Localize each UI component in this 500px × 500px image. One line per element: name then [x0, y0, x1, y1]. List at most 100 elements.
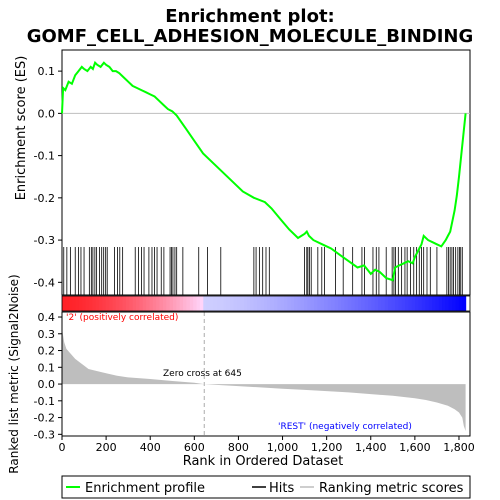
rm-y-tick-label: 0.0 [38, 378, 56, 391]
heat-cell [331, 296, 336, 311]
rm-y-tick-label: 0.1 [38, 361, 56, 374]
heat-bar-frame [61, 295, 471, 312]
heat-cell [307, 296, 312, 311]
rm-y-tick-label: -0.1 [34, 395, 55, 408]
heat-cell [236, 296, 241, 311]
heat-cell [290, 296, 295, 311]
heat-cell [458, 296, 463, 311]
heat-cell [304, 296, 309, 311]
rm-y-tick-label: -0.3 [34, 428, 55, 441]
heat-cell [452, 296, 457, 311]
heat-cell [421, 296, 426, 311]
heat-cell [179, 296, 184, 311]
heat-cell [347, 296, 352, 311]
heat-cell [398, 296, 403, 311]
rm-y-tick-label: 0.4 [38, 311, 56, 324]
heat-cell [280, 296, 285, 311]
heat-cell [415, 296, 420, 311]
heat-cell [337, 296, 342, 311]
heat-cell [327, 296, 332, 311]
legend-label-hits: Hits [269, 481, 294, 496]
rm-x-tick-label: 400 [140, 441, 161, 454]
heat-cell [364, 296, 369, 311]
heat-cell [253, 296, 258, 311]
heat-cell [408, 296, 413, 311]
legend-label-ranking: Ranking metric scores [319, 481, 464, 496]
heat-cell [88, 296, 93, 311]
rm-x-tick-label: 1,800 [443, 441, 475, 454]
heat-cell [186, 296, 191, 311]
heat-cell [139, 296, 144, 311]
rm-x-tick-label: 1,600 [399, 441, 431, 454]
heat-cell [142, 296, 147, 311]
heat-cell [368, 296, 373, 311]
heat-cell [273, 296, 278, 311]
heat-cell [314, 296, 319, 311]
heat-cell [112, 296, 117, 311]
heat-cell [405, 296, 410, 311]
es-y-tick-label: 0.1 [38, 65, 56, 78]
heat-cell [72, 296, 77, 311]
rm-x-axis: 0 200 400 600 800 1,000 1,200 1,400 1,600 1,800 [59, 436, 475, 454]
es-y-tick-label: 0.0 [38, 107, 56, 120]
heat-cell [122, 296, 127, 311]
heat-cell [156, 296, 161, 311]
chart-title-line2: GOMF_CELL_ADHESION_MOLECULE_BINDING [27, 26, 474, 47]
heat-cell [428, 296, 433, 311]
heat-cell [176, 296, 181, 311]
heat-cell [250, 296, 255, 311]
heat-cell [183, 296, 188, 311]
heat-cell [189, 296, 194, 311]
heat-cell [371, 296, 376, 311]
heat-cell [445, 296, 450, 311]
heat-cell [297, 296, 302, 311]
chart-title-line1: Enrichment plot: [165, 6, 335, 27]
heat-cell [270, 296, 275, 311]
heat-cell [169, 296, 174, 311]
heat-cell [260, 296, 265, 311]
positive-correlation-label: '2' (positively correlated) [66, 313, 178, 323]
heat-cell [226, 296, 231, 311]
heat-cell [351, 296, 356, 311]
heat-cell [374, 296, 379, 311]
heat-cell [388, 296, 393, 311]
rm-x-axis-label: Rank in Ordered Dataset [183, 454, 344, 469]
heat-cell [132, 296, 137, 311]
heat-cell [65, 296, 70, 311]
heat-cell [283, 296, 288, 311]
heat-cell [95, 296, 100, 311]
heat-cell [152, 296, 157, 311]
heat-cell [99, 296, 103, 311]
enrichment-profile-line [61, 60, 467, 282]
es-y-tick-label: -0.1 [34, 150, 55, 163]
heat-cell [125, 296, 130, 311]
heat-cell [85, 296, 90, 311]
heat-cell [149, 296, 154, 311]
heat-cell [287, 296, 292, 311]
heat-cell [442, 296, 447, 311]
rm-x-tick-label: 1,000 [267, 441, 299, 454]
heat-cell [257, 296, 262, 311]
heat-cell [92, 296, 97, 311]
heat-cell [162, 296, 167, 311]
rm-x-tick-label: 800 [228, 441, 249, 454]
rm-plot-border [61, 311, 471, 437]
heat-cell [435, 296, 440, 311]
rm-x-tick-label: 1,400 [355, 441, 387, 454]
heat-cell [135, 296, 140, 311]
heat-cell [425, 296, 430, 311]
heat-cell [310, 296, 315, 311]
heat-cell [203, 296, 208, 311]
heat-cell [146, 296, 151, 311]
heat-cell [199, 296, 204, 311]
rm-x-tick-label: 0 [59, 441, 66, 454]
heat-cell [378, 296, 383, 311]
heat-cell [206, 296, 211, 311]
heat-cell [294, 296, 299, 311]
heat-cell [115, 296, 120, 311]
heat-cell [166, 296, 171, 311]
heat-cell [230, 296, 235, 311]
rank-heat-bar [61, 295, 471, 312]
negative-correlation-label: 'REST' (negatively correlated) [278, 422, 412, 432]
